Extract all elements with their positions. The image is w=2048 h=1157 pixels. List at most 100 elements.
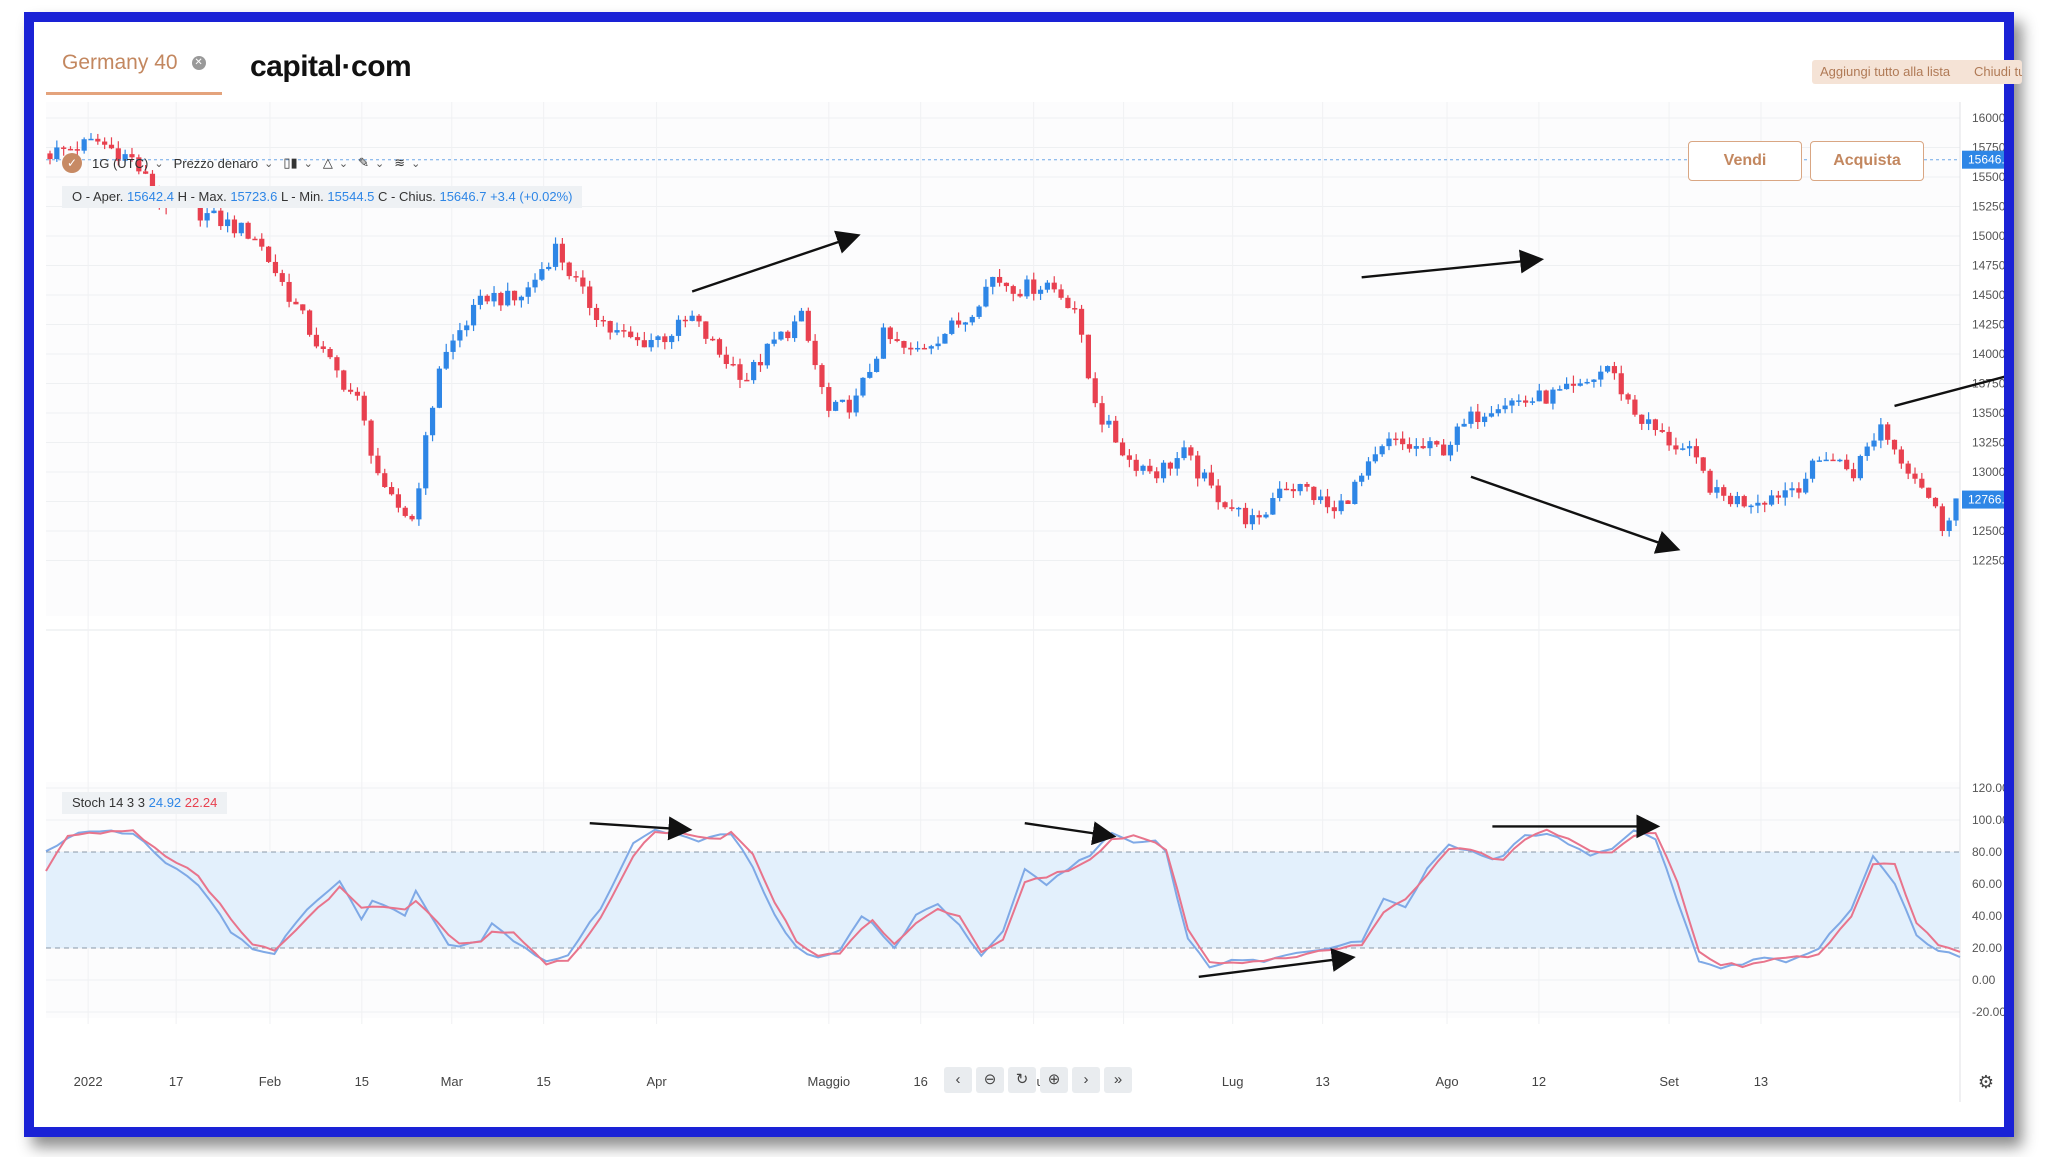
candle-body — [942, 333, 948, 344]
reset-icon[interactable]: ↻ — [1008, 1067, 1036, 1093]
candle-body — [1611, 366, 1618, 374]
candle-body — [88, 138, 94, 141]
candle-body — [286, 281, 292, 302]
stoch-trend-arrow — [1024, 821, 1117, 846]
price-tick-label: 15500.0 — [1972, 170, 2004, 184]
price-type-select[interactable]: Prezzo denaro ⌄ — [174, 156, 274, 171]
candle-body — [607, 321, 613, 333]
indicators-select[interactable]: △ ⌄ — [323, 155, 348, 171]
gear-icon: ⚙ — [1978, 1072, 1994, 1093]
candle-body — [559, 243, 565, 263]
chevron-down-icon: ⌄ — [338, 157, 349, 170]
candle-body — [1700, 457, 1706, 471]
sell-button[interactable]: Vendi — [1688, 141, 1802, 181]
candle-body — [546, 266, 552, 270]
timeframe-select[interactable]: 1G (UTC) ⌄ — [92, 156, 164, 171]
chart-area[interactable]: 16000.015750.015500.015250.015000.014750… — [34, 102, 2004, 1127]
candle-body — [1222, 502, 1228, 508]
candle-body — [416, 488, 422, 520]
candle-body — [211, 210, 217, 214]
candle-body — [1878, 424, 1884, 441]
x-tick-label: Apr — [646, 1074, 667, 1089]
candle-body — [983, 286, 989, 307]
candle-body — [272, 261, 279, 274]
candle-body — [1488, 413, 1495, 417]
candle-body — [382, 473, 388, 488]
candle-body — [710, 338, 716, 341]
candle-body — [655, 336, 661, 340]
candle-body — [648, 339, 654, 348]
candle-body — [587, 286, 593, 308]
candle-body — [1864, 446, 1870, 456]
candle-body — [74, 149, 80, 151]
candle-body — [1775, 495, 1781, 498]
candle-body — [669, 335, 675, 343]
x-tick-label: 12 — [1532, 1074, 1546, 1089]
candle-body — [539, 269, 545, 280]
candle-body — [1188, 447, 1194, 456]
chevron-down-icon: ⌄ — [375, 157, 385, 170]
drawing-tools-select[interactable]: ✎ ⌄ — [358, 155, 384, 171]
candle-body — [1461, 423, 1467, 427]
stoch-trend-arrow — [1198, 948, 1356, 978]
candle-body — [1386, 438, 1392, 447]
candle-body — [1290, 489, 1296, 492]
candle-body — [1516, 400, 1522, 402]
open-label: O - Aper. — [72, 189, 124, 204]
candle-body — [1058, 289, 1064, 298]
candle-body — [798, 310, 805, 322]
price-tick-label: 14250.0 — [1972, 318, 2004, 332]
candle-body — [730, 364, 736, 366]
close-tab-icon[interactable]: ✕ — [191, 56, 206, 70]
candle-body — [1085, 334, 1091, 379]
candle-body — [1031, 279, 1037, 294]
scroll-right-icon[interactable]: › — [1072, 1067, 1100, 1093]
candle-body — [1666, 431, 1672, 446]
layers-select[interactable]: ≋ ⌄ — [394, 155, 420, 171]
price-tick-label: 15250.0 — [1972, 200, 2004, 214]
candle-body — [81, 139, 87, 151]
open-value: 15642.4 — [126, 189, 174, 204]
candle-body — [1181, 447, 1187, 459]
candle-body — [1645, 419, 1652, 424]
candle-body — [1297, 484, 1303, 492]
add-all-to-list-button[interactable]: Aggiungi tutto alla lista — [1812, 60, 1974, 84]
candle-body — [1564, 383, 1570, 390]
candle-body — [778, 331, 784, 340]
trend-arrow — [1470, 475, 1681, 554]
candle-body — [218, 210, 224, 227]
instrument-tab[interactable]: Germany 40 ✕ — [46, 34, 222, 95]
price-type-label: Prezzo denaro — [173, 155, 259, 171]
chevron-down-icon: ⌄ — [154, 157, 164, 170]
candle-body — [894, 339, 900, 342]
candle-body — [785, 331, 791, 339]
x-tick-label: Set — [1659, 1074, 1679, 1089]
buy-button[interactable]: Acquista — [1810, 141, 1924, 181]
candle-body — [436, 368, 442, 408]
candle-body — [491, 292, 497, 302]
candle-body — [115, 148, 121, 161]
zoom-in-icon[interactable]: ⊕ — [1040, 1067, 1068, 1093]
tab-label: Germany 40 — [62, 51, 178, 74]
close-all-button[interactable]: Chiudi tu — [1966, 60, 2022, 84]
candle-body — [1536, 390, 1542, 402]
candle-body — [1147, 465, 1153, 472]
candle-body — [1167, 462, 1173, 469]
candle-body — [1236, 507, 1242, 510]
scroll-left-icon[interactable]: ‹ — [944, 1067, 972, 1093]
chart-svg[interactable]: 16000.015750.015500.015250.015000.014750… — [34, 102, 2004, 1127]
zoom-out-icon[interactable]: ⊖ — [976, 1067, 1004, 1093]
candle-body — [1898, 449, 1904, 464]
x-tick-label: 15 — [536, 1074, 550, 1089]
candle-body — [1789, 488, 1795, 491]
scroll-end-icon[interactable]: » — [1104, 1067, 1132, 1093]
chart-type-select[interactable]: ▯▮ ⌄ — [283, 155, 313, 171]
candle-body — [566, 262, 572, 277]
candle-body — [1734, 496, 1740, 505]
candle-body — [1816, 460, 1822, 462]
candle-body — [703, 321, 709, 339]
x-tick-label: 13 — [1315, 1074, 1329, 1089]
check-icon[interactable]: ✓ — [62, 153, 82, 173]
candle-body — [1782, 490, 1788, 498]
candle-body — [689, 315, 695, 321]
